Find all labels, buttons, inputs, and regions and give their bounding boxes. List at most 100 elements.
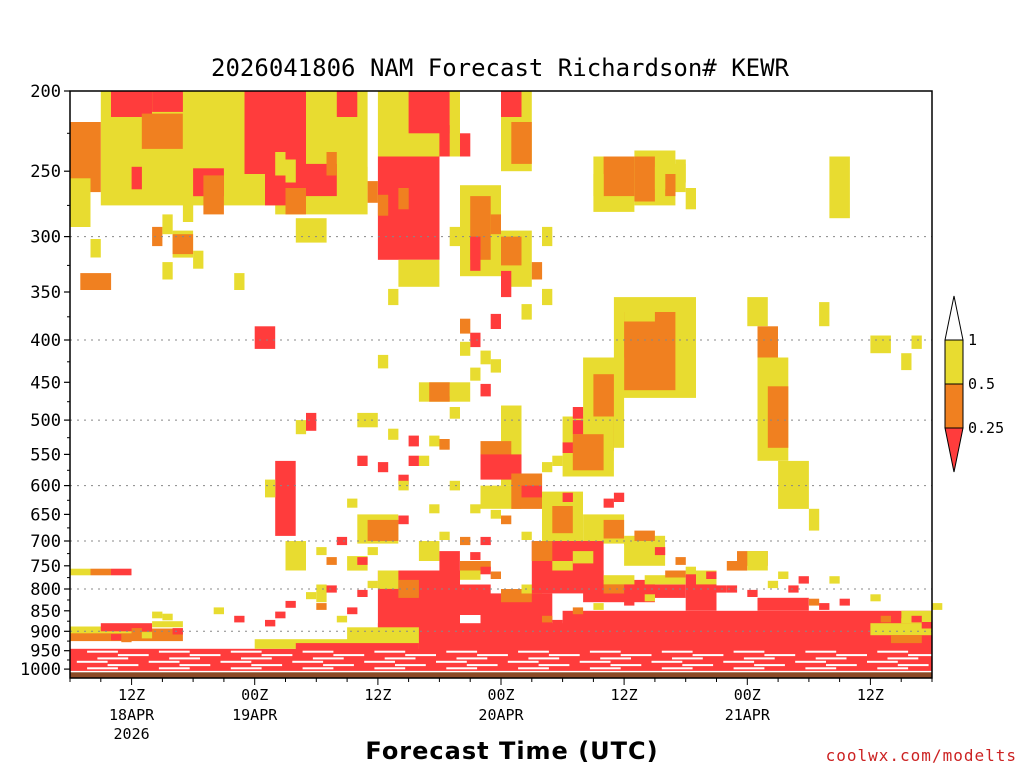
boundary-layer-gap	[302, 667, 334, 670]
boundary-layer-gap	[897, 664, 929, 667]
ri-region-80	[367, 519, 399, 541]
ri-cell-96	[141, 632, 153, 639]
ri-cell-78	[593, 603, 604, 610]
y-tick-label-400: 400	[30, 331, 61, 351]
boundary-layer-gap	[887, 657, 919, 660]
y-tick-label-700: 700	[30, 532, 61, 552]
boundary-layer-gap	[620, 654, 652, 657]
ri-region-63	[901, 353, 912, 371]
ri-cell-7	[316, 603, 327, 610]
ri-cell-82	[347, 498, 358, 508]
boundary-layer-gap	[87, 650, 118, 653]
y-tick-label-800: 800	[30, 580, 61, 600]
boundary-layer-gap	[528, 657, 560, 660]
ri-cell-48	[542, 462, 553, 473]
ri-region-40	[501, 270, 512, 298]
boundary-layer-gap	[733, 667, 765, 670]
boundary-layer-gap	[518, 650, 549, 653]
boundary-layer-gap	[805, 650, 837, 653]
boundary-layer-gap	[754, 664, 785, 667]
ri-cell-103	[552, 619, 563, 627]
ri-cell-84	[398, 480, 409, 491]
boundary-layer-gap	[548, 654, 580, 657]
ri-cell-36	[449, 480, 460, 491]
ri-region-16	[70, 178, 91, 227]
ri-cell-93	[460, 536, 471, 546]
x-axis-label: Forecast Time (UTC)	[365, 737, 658, 765]
ri-region-89	[460, 570, 481, 580]
boundary-layer-gap	[446, 667, 478, 670]
y-tick-label-650: 650	[30, 505, 61, 525]
ri-cell-10	[213, 607, 224, 615]
ri-region-100	[603, 575, 635, 585]
ri-region-87	[398, 579, 419, 598]
ri-region-62	[870, 335, 891, 354]
ri-cell-65	[747, 589, 758, 597]
ri-cell-108	[654, 166, 666, 190]
ri-cell-102	[542, 615, 553, 623]
ri-region-117	[295, 643, 419, 651]
ri-cell-34	[398, 474, 409, 485]
boundary-layer-gap	[405, 654, 436, 657]
ri-cell-5	[152, 611, 163, 619]
boundary-layer-gap	[87, 667, 118, 670]
boundary-layer-gap	[241, 657, 272, 660]
y-tick-label-850: 850	[30, 602, 61, 622]
ri-cell-119	[449, 383, 460, 397]
ri-region-60	[624, 302, 655, 322]
ri-region-68	[480, 485, 522, 509]
ri-cell-87	[326, 557, 337, 565]
ri-region-42	[603, 156, 635, 197]
ri-region-119	[265, 479, 276, 498]
ri-region-25	[295, 218, 327, 243]
ri-region-57	[767, 386, 789, 448]
boundary-layer-gap	[692, 654, 724, 657]
ri-region-72	[552, 506, 573, 534]
boundary-layer-gap	[292, 660, 324, 663]
ri-cell-33	[439, 439, 450, 450]
ri-cell-63	[839, 598, 850, 606]
x-date-label-12: 18APR	[109, 706, 155, 724]
boundary-layer-gap	[158, 667, 190, 670]
ri-region-12	[152, 91, 183, 112]
ri-cell-67	[798, 576, 809, 584]
ri-cell-52	[624, 536, 635, 546]
boundary-layer-gap	[117, 654, 149, 657]
ri-cell-53	[634, 547, 645, 556]
y-tick-label-550: 550	[30, 445, 61, 465]
boundary-layer-gap	[312, 657, 344, 660]
ri-cell-128	[90, 239, 101, 258]
ri-cell-123	[377, 194, 389, 216]
boundary-layer-gap	[661, 650, 693, 653]
ri-cell-38	[429, 504, 440, 514]
legend-bin-high	[944, 339, 964, 385]
ri-cell-13	[398, 598, 409, 606]
ri-region-28	[398, 259, 440, 287]
credit-link[interactable]: coolwx.com/modelts	[826, 746, 1017, 765]
ri-cell-66	[767, 580, 779, 589]
ri-cell-127	[121, 181, 132, 203]
ri-region-64	[911, 335, 922, 349]
ri-cell-32	[429, 435, 440, 447]
ri-cell-70	[880, 615, 891, 623]
legend-label-2: 0.25	[968, 419, 1004, 437]
y-tick-label-900: 900	[30, 622, 61, 642]
ri-cell-40	[408, 455, 419, 466]
boundary-layer-gap	[795, 660, 826, 663]
ri-cell-121	[285, 159, 296, 183]
ri-cell-111	[531, 262, 543, 280]
x-year-label-12: 2026	[114, 725, 150, 743]
ri-region-4	[152, 621, 183, 628]
x-date-label-48: 20APR	[478, 706, 524, 724]
boundary-layer-gap	[158, 650, 190, 653]
ri-cell-101	[511, 611, 522, 619]
ri-region-59	[808, 508, 820, 531]
ri-region-30	[439, 125, 450, 157]
boundary-layer-gap	[764, 654, 796, 657]
ri-cell-4	[265, 619, 276, 627]
ri-region-24	[336, 91, 358, 117]
ri-cell-14	[357, 589, 368, 597]
ri-region-10	[111, 91, 152, 117]
ri-cell-98	[121, 636, 132, 643]
y-axis: 200 250 300 350 400 450 500 550 600 650 700 750 8008…	[20, 82, 70, 680]
